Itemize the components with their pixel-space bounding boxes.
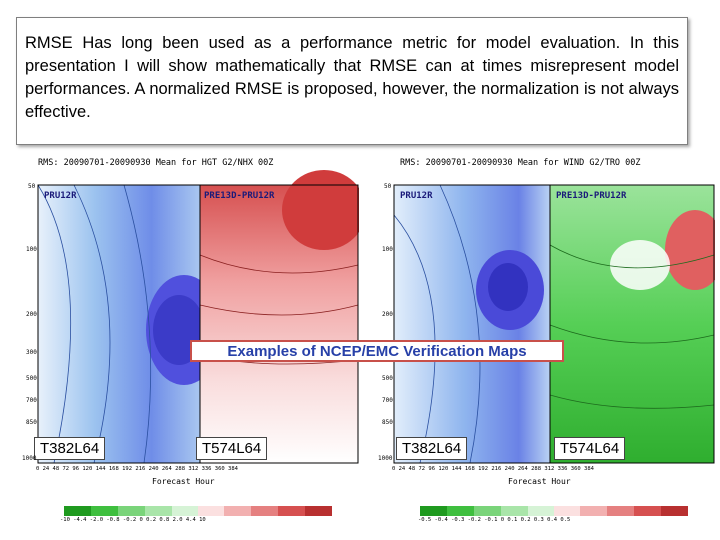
right-ytick-5: 500 <box>382 375 393 382</box>
left-colorbar <box>64 506 332 516</box>
left-ytick-3: 200 <box>26 311 37 318</box>
left-ytick-2: 100 <box>26 246 37 253</box>
left-verification-panel: RMS: 20090701-20090930 Mean for HGT G2/N… <box>14 155 359 500</box>
left-ytick-1: 50 <box>28 183 36 190</box>
left-ytick-8: 1000 <box>22 455 37 462</box>
left-panel-sub-right: PRE13D-PRU12R <box>204 191 275 201</box>
left-panel-sub-left: PRU12R <box>44 191 77 201</box>
right-red-core <box>665 210 715 290</box>
left-ytick-4: 300 <box>26 349 37 356</box>
right-xticks: 0 24 48 72 96 120 144 168 192 216 240 26… <box>392 466 594 472</box>
right-ytick-7: 850 <box>382 419 393 426</box>
left-red-core <box>282 170 359 250</box>
left-ytick-6: 700 <box>26 397 37 404</box>
right-ytick-8: 1000 <box>378 455 393 462</box>
right-panel-tag-left: T382L64 <box>396 437 468 460</box>
left-xticks: 0 24 48 72 96 120 144 168 192 216 240 26… <box>36 466 238 472</box>
left-colorbar-labels: -10 -4.4 -2.0 -0.8 -0.2 0 0.2 0.8 2.0 4.… <box>60 517 206 523</box>
right-ytick-1: 50 <box>384 183 392 190</box>
left-ytick-7: 850 <box>26 419 37 426</box>
right-white-zone <box>610 240 670 290</box>
left-xlabel: Forecast Hour <box>152 477 215 486</box>
right-colorbar-labels: -0.5 -0.4 -0.3 -0.2 -0.1 0 0.1 0.2 0.3 0… <box>418 517 571 523</box>
text-box: RMSE Has long been used as a performance… <box>16 17 688 145</box>
left-ytick-5: 500 <box>26 375 37 382</box>
left-panel-tag-left: T382L64 <box>34 437 106 460</box>
right-ytick-2: 100 <box>382 246 393 253</box>
caption-banner: Examples of NCEP/EMC Verification Maps <box>190 340 564 362</box>
right-ytick-6: 700 <box>382 397 393 404</box>
right-ytick-3: 200 <box>382 311 393 318</box>
right-panel-graphic <box>393 184 715 464</box>
right-xlabel: Forecast Hour <box>508 477 571 486</box>
left-panel-graphic <box>37 170 359 464</box>
left-panel-title: RMS: 20090701-20090930 Mean for HGT G2/N… <box>38 158 274 168</box>
right-colorbar <box>420 506 688 516</box>
right-panel-sub-left: PRU12R <box>400 191 433 201</box>
text-paragraph: RMSE Has long been used as a performance… <box>25 34 679 121</box>
right-panel-title: RMS: 20090701-20090930 Mean for WIND G2/… <box>400 158 641 168</box>
right-blue-core-inner <box>488 263 528 311</box>
right-panel-tag-right: T574L64 <box>554 437 626 460</box>
right-panel-sub-right: PRE13D-PRU12R <box>556 191 627 201</box>
left-panel-tag-right: T574L64 <box>196 437 268 460</box>
right-verification-panel: RMS: 20090701-20090930 Mean for WIND G2/… <box>370 155 715 500</box>
